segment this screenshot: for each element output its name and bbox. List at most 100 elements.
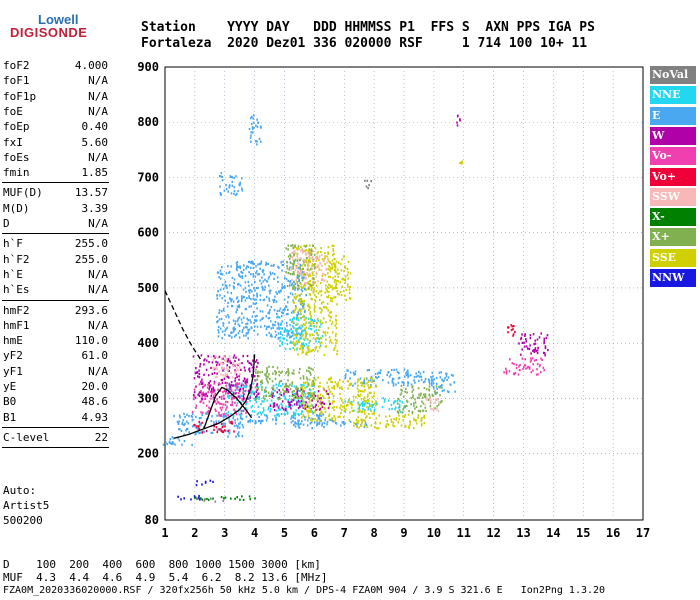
echo-point: [307, 317, 310, 320]
echo-point: [275, 371, 277, 374]
echo-point: [369, 376, 372, 379]
echo-point: [422, 381, 425, 384]
echo-point: [275, 334, 278, 337]
echo-point: [288, 336, 291, 339]
echo-point: [223, 359, 226, 362]
echo-point: [362, 381, 365, 385]
echo-point: [375, 376, 377, 379]
echo-point: [248, 495, 251, 498]
echo-point: [212, 480, 214, 483]
legend-item: SSW: [650, 187, 696, 206]
echo-point: [294, 268, 297, 271]
echo-point: [248, 289, 250, 292]
echo-point: [211, 361, 214, 364]
echo-point: [302, 329, 305, 332]
echo-point: [503, 371, 505, 374]
x-tick-label: 4: [251, 526, 258, 540]
x-tick-label: 12: [486, 526, 500, 540]
echo-point: [222, 499, 225, 502]
echo-point: [425, 388, 428, 391]
echo-point: [367, 187, 369, 190]
echo-point: [304, 264, 306, 267]
echo-point: [239, 184, 241, 187]
param-label: fxI: [3, 135, 23, 149]
echo-point: [358, 426, 360, 429]
echo-point: [294, 252, 297, 255]
param-label: foF1p: [3, 89, 37, 103]
echo-point: [308, 308, 310, 311]
echo-point: [250, 391, 253, 394]
echo-point: [195, 484, 198, 487]
echo-point: [302, 423, 305, 426]
echo-point: [300, 271, 302, 274]
echo-point: [364, 424, 366, 427]
echo-point: [238, 358, 240, 361]
echo-point: [323, 396, 325, 399]
echo-point: [320, 247, 322, 250]
echo-point: [433, 378, 435, 381]
echo-point: [346, 274, 349, 277]
echo-point: [304, 273, 307, 276]
echo-point: [301, 397, 304, 400]
echo-point: [313, 411, 315, 414]
echo-point: [281, 404, 283, 407]
logo-digisonde: DIGISONDE: [10, 25, 88, 40]
echo-point: [326, 302, 329, 305]
echo-point: [259, 420, 261, 423]
echo-point: [523, 341, 525, 344]
echo-point: [303, 307, 305, 310]
echo-point: [305, 326, 308, 329]
echo-point: [515, 366, 518, 370]
echo-point: [405, 374, 408, 377]
echo-point: [272, 418, 274, 421]
echo-point: [295, 281, 298, 284]
param-row: fmin 1.85: [3, 166, 108, 181]
echo-point: [300, 327, 302, 330]
echo-point: [408, 427, 410, 430]
echo-point: [326, 289, 328, 292]
echo-point: [331, 285, 333, 288]
echo-point: [276, 391, 279, 394]
echo-point: [308, 292, 311, 296]
echo-point: [315, 284, 318, 287]
echo-point: [247, 265, 250, 268]
echo-point: [234, 327, 237, 331]
echo-point: [404, 424, 406, 428]
echo-point: [332, 248, 334, 251]
echo-point: [434, 401, 436, 404]
echo-point: [233, 278, 236, 281]
echo-point: [250, 273, 252, 276]
echo-point: [291, 394, 294, 397]
echo-point: [281, 327, 284, 330]
echo-point: [308, 366, 310, 369]
echo-point: [269, 271, 272, 274]
echo-point: [444, 377, 446, 380]
echo-point: [218, 276, 220, 279]
echo-point: [248, 305, 251, 308]
echo-point: [258, 396, 260, 399]
echo-point: [346, 283, 349, 286]
echo-point: [328, 294, 330, 297]
echo-point: [223, 377, 226, 380]
echo-point: [197, 427, 199, 430]
echo-point: [198, 420, 201, 423]
echo-point: [250, 326, 253, 329]
echo-point: [248, 361, 251, 364]
echo-point: [310, 394, 313, 397]
echo-point: [200, 382, 203, 385]
echo-point: [310, 319, 313, 322]
x-tick-label: 7: [341, 526, 348, 540]
echo-point: [331, 259, 334, 262]
echo-point: [270, 305, 273, 309]
echo-point: [301, 410, 303, 413]
echo-point: [357, 416, 359, 419]
echo-point: [196, 497, 199, 500]
echo-point: [341, 405, 344, 408]
echo-point: [195, 404, 198, 407]
echo-point: [302, 316, 304, 319]
echo-point: [327, 309, 330, 312]
echo-point: [235, 311, 237, 314]
echo-point: [207, 383, 209, 386]
echo-point: [425, 409, 427, 413]
param-label: foF1: [3, 74, 30, 88]
